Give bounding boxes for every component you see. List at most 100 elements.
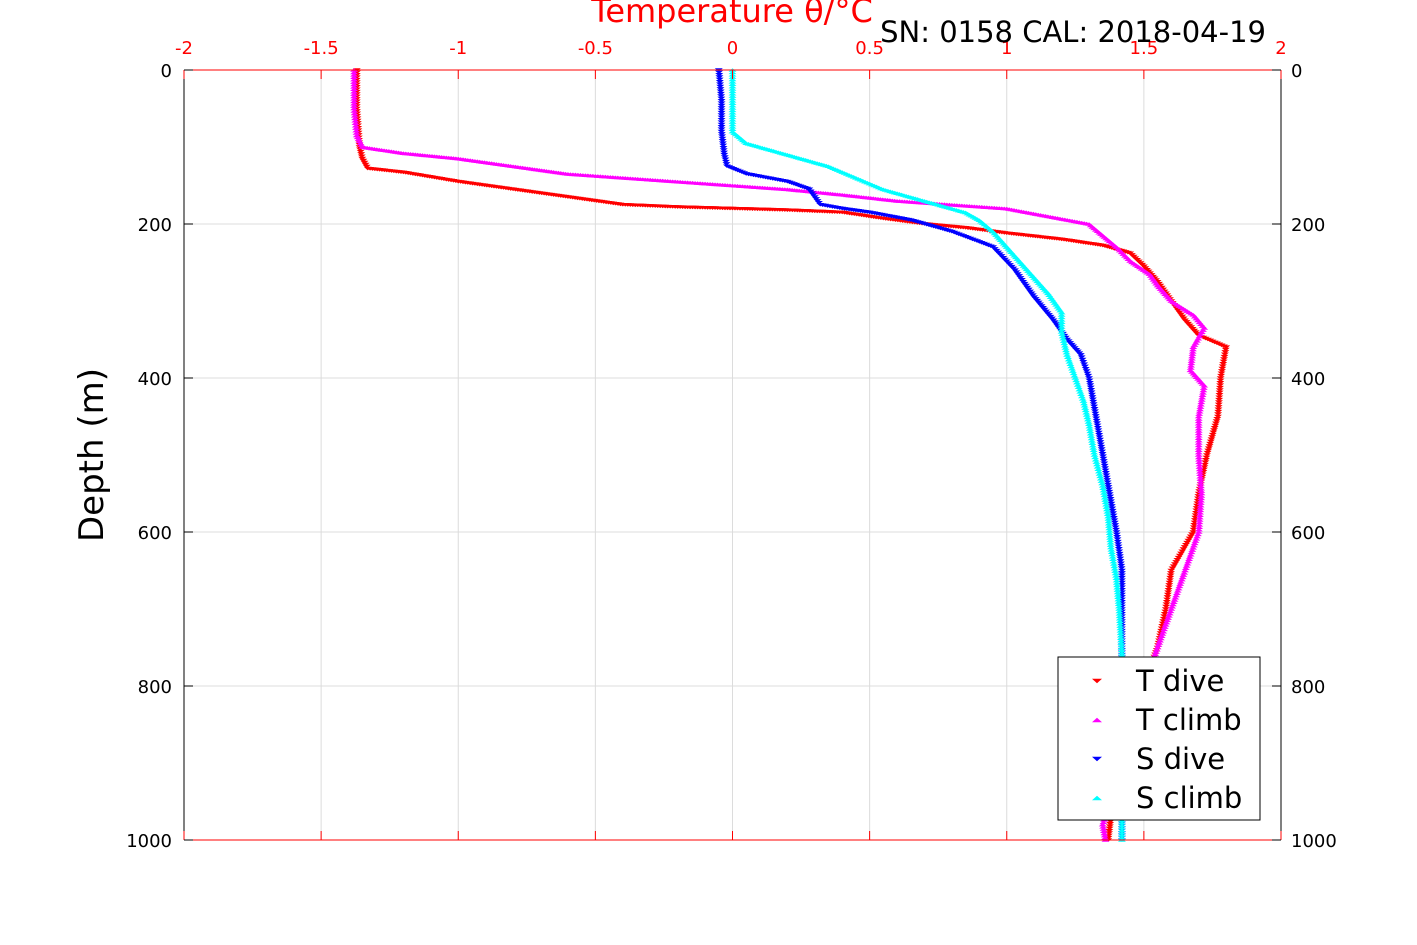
data-point bbox=[350, 109, 359, 113]
data-point bbox=[1201, 460, 1210, 465]
data-point bbox=[1194, 453, 1203, 457]
data-point bbox=[1195, 515, 1204, 520]
data-point bbox=[1115, 607, 1124, 611]
data-point bbox=[1187, 356, 1196, 361]
data-point bbox=[1210, 428, 1219, 432]
data-point bbox=[1113, 588, 1122, 592]
data-point bbox=[1088, 443, 1097, 448]
data-point bbox=[1016, 276, 1025, 280]
data-point bbox=[1107, 547, 1116, 552]
data-point bbox=[1184, 559, 1193, 564]
data-point bbox=[1198, 395, 1207, 400]
data-point bbox=[1109, 559, 1118, 564]
data-point bbox=[1104, 514, 1113, 519]
data-point bbox=[805, 187, 814, 192]
data-point bbox=[717, 129, 726, 134]
data-point bbox=[1162, 602, 1171, 606]
data-point bbox=[1171, 595, 1180, 600]
data-point bbox=[728, 82, 737, 87]
data-point bbox=[728, 113, 737, 117]
data-point bbox=[1169, 600, 1178, 605]
x-tick-label: -1 bbox=[449, 38, 467, 59]
data-point bbox=[1217, 369, 1226, 373]
data-point bbox=[1211, 423, 1220, 428]
data-point bbox=[1178, 575, 1187, 580]
data-point bbox=[728, 96, 737, 101]
data-point bbox=[1072, 380, 1081, 385]
data-point bbox=[1103, 480, 1112, 485]
data-point bbox=[1069, 371, 1078, 376]
data-point bbox=[350, 75, 359, 80]
data-point bbox=[1116, 631, 1125, 636]
data-point bbox=[1196, 506, 1205, 510]
data-point bbox=[1204, 448, 1213, 453]
data-point bbox=[1105, 489, 1114, 494]
data-point bbox=[350, 111, 359, 116]
data-point bbox=[1116, 636, 1125, 640]
data-point bbox=[1113, 592, 1122, 597]
data-point bbox=[1052, 322, 1061, 326]
data-point bbox=[1024, 287, 1033, 292]
data-point bbox=[1078, 357, 1087, 362]
data-point bbox=[1100, 461, 1109, 466]
data-point bbox=[1078, 396, 1087, 401]
data-point bbox=[1057, 313, 1066, 317]
data-point bbox=[1066, 362, 1075, 366]
data-point bbox=[1177, 551, 1186, 556]
data-point bbox=[728, 84, 737, 89]
data-point bbox=[1117, 653, 1126, 657]
data-point bbox=[1099, 827, 1108, 831]
data-point bbox=[1092, 418, 1101, 423]
legend: T dive T climb S dive S climb bbox=[1057, 656, 1261, 821]
data-point bbox=[1096, 474, 1105, 479]
data-point bbox=[1115, 619, 1124, 623]
data-point bbox=[1215, 393, 1224, 397]
data-point bbox=[728, 125, 737, 129]
data-point bbox=[1190, 343, 1199, 347]
data-point bbox=[1183, 540, 1192, 545]
data-point bbox=[1160, 625, 1169, 629]
data-point bbox=[1060, 343, 1069, 348]
data-point bbox=[356, 149, 365, 154]
data-point bbox=[719, 150, 728, 155]
data-point bbox=[728, 127, 737, 132]
data-point bbox=[1099, 459, 1108, 463]
data-point bbox=[1086, 385, 1095, 390]
chart-title: SN: 0158 CAL: 2018-04-19 bbox=[880, 15, 1266, 49]
data-point bbox=[1169, 564, 1178, 569]
data-point bbox=[728, 106, 737, 110]
data-point bbox=[718, 134, 727, 139]
data-point bbox=[1058, 334, 1067, 339]
data-point bbox=[1094, 428, 1103, 432]
data-point bbox=[806, 189, 815, 194]
data-point bbox=[1178, 314, 1187, 319]
data-point bbox=[1115, 612, 1124, 616]
data-point bbox=[1212, 419, 1221, 423]
data-point bbox=[1194, 426, 1203, 431]
data-point bbox=[1196, 484, 1205, 489]
data-point bbox=[1157, 634, 1166, 638]
data-point bbox=[1214, 407, 1223, 412]
data-point bbox=[1108, 506, 1117, 511]
data-point bbox=[1187, 363, 1196, 368]
data-point bbox=[1200, 383, 1209, 388]
data-point bbox=[1057, 325, 1066, 329]
data-point bbox=[1196, 501, 1205, 505]
data-point bbox=[1221, 347, 1230, 352]
data-point bbox=[1057, 315, 1066, 320]
data-point bbox=[1085, 378, 1094, 383]
data-point bbox=[1114, 602, 1123, 607]
data-point bbox=[1080, 364, 1089, 369]
data-point bbox=[1079, 360, 1088, 364]
data-point bbox=[1091, 414, 1100, 418]
data-point bbox=[1099, 486, 1108, 490]
data-point bbox=[1163, 618, 1172, 623]
data-point bbox=[1049, 318, 1058, 323]
data-point bbox=[1087, 434, 1096, 438]
data-point bbox=[1196, 477, 1205, 481]
data-point bbox=[1093, 462, 1102, 467]
data-point bbox=[1117, 821, 1126, 825]
data-point bbox=[357, 154, 366, 159]
data-point bbox=[715, 77, 724, 82]
data-point bbox=[1067, 364, 1076, 369]
